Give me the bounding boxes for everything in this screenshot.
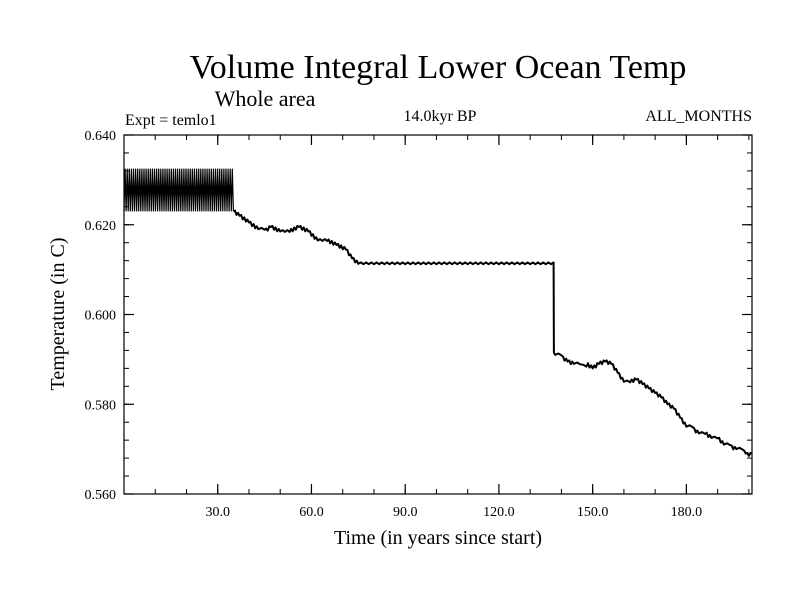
months-label: ALL_MONTHS bbox=[645, 108, 752, 125]
period-label: 14.0kyr BP bbox=[404, 108, 477, 125]
x-axis-label: Time (in years since start) bbox=[334, 527, 542, 549]
y-tick-label: 0.580 bbox=[85, 398, 117, 413]
x-tick-label: 60.0 bbox=[299, 505, 324, 520]
chart-title: Volume Integral Lower Ocean Temp bbox=[190, 49, 687, 86]
y-axis-label: Temperature (in C) bbox=[47, 238, 69, 391]
plot-frame bbox=[123, 134, 753, 495]
y-tick-label: 0.560 bbox=[85, 488, 117, 503]
ticks-layer: 30.0 60.0 90.0 120.0 150.0 180.0 0.560 0.580 0.6… bbox=[85, 129, 752, 520]
y-tick-label: 0.640 bbox=[85, 129, 117, 144]
chart-subtitle: Whole area bbox=[215, 86, 316, 111]
x-tick-label: 90.0 bbox=[393, 505, 418, 520]
series-oscillation-line bbox=[123, 168, 234, 212]
x-tick-label: 180.0 bbox=[671, 505, 703, 520]
y-tick-label: 0.620 bbox=[85, 219, 117, 234]
y-tick-label: 0.600 bbox=[85, 309, 117, 324]
x-tick-label: 30.0 bbox=[205, 505, 230, 520]
x-tick-label: 150.0 bbox=[577, 505, 609, 520]
x-tick-label: 120.0 bbox=[483, 505, 515, 520]
expt-label: Expt = temlo1 bbox=[125, 112, 217, 129]
series-line bbox=[232, 209, 753, 457]
